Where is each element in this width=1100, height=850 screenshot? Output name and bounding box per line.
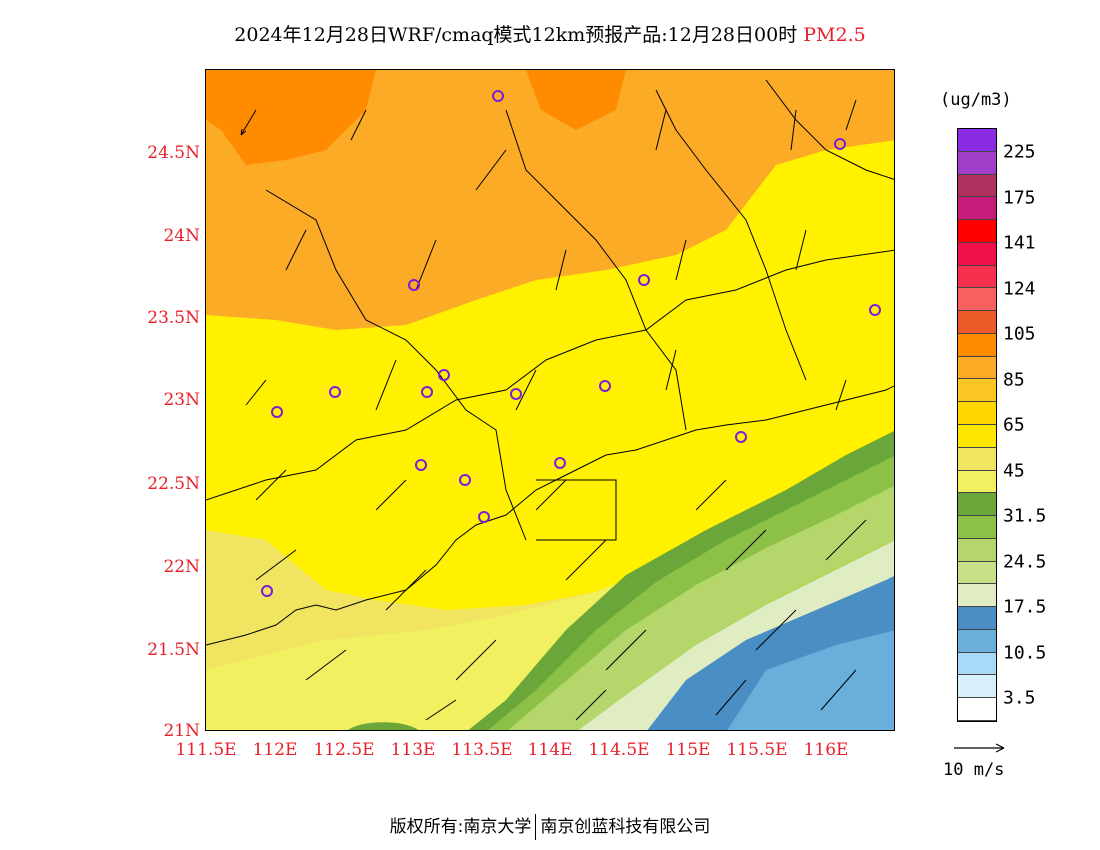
- band-dark-orange-2: [526, 70, 626, 130]
- legend-swatch: [958, 629, 996, 653]
- boundary-1: [206, 249, 894, 501]
- band-blue-light: [727, 630, 894, 730]
- boundary-3: [505, 109, 687, 431]
- legend-swatch: [958, 493, 996, 517]
- legend-label: 24.5: [1003, 551, 1047, 573]
- boundary-5: [765, 79, 894, 180]
- legend-swatch: [958, 265, 996, 289]
- title-main: 2024年12月28日WRF/cmaq模式12km预报产品:12月28日00时: [234, 24, 798, 46]
- legend-swatch: [958, 561, 996, 585]
- legend-swatch: [958, 652, 996, 676]
- lon-tick-114: 114E: [527, 740, 573, 760]
- legend-swatch: [958, 379, 996, 403]
- map-field: [206, 70, 894, 730]
- legend-label: 31.5: [1003, 505, 1047, 527]
- pm25-map: [205, 69, 895, 731]
- legend-swatch: [958, 288, 996, 312]
- legend-swatch: [958, 516, 996, 539]
- legend-unit: (ug/m3): [940, 90, 1012, 110]
- lat-tick-23: 23N: [163, 390, 200, 410]
- wind-scale-arrow: [954, 743, 1005, 753]
- boundary-4: [655, 89, 807, 381]
- legend-swatch: [958, 538, 996, 562]
- legend-label: 225: [1003, 141, 1036, 163]
- legend-swatch: [958, 470, 996, 494]
- green-blob: [348, 722, 419, 730]
- legend-swatch: [958, 311, 996, 334]
- legend-swatch: [958, 151, 996, 175]
- boundary-2: [265, 189, 527, 541]
- credit-line: 版权所有:南京大学 南京创蓝科技有限公司: [0, 812, 1100, 840]
- credit-left: 版权所有:南京大学: [389, 817, 532, 837]
- lat-tick-23-5: 23.5N: [147, 308, 200, 328]
- color-legend: [957, 128, 997, 722]
- lon-tick-111-5: 111.5E: [175, 740, 237, 760]
- lat-tick-24-5: 24.5N: [147, 143, 200, 163]
- legend-swatch: [958, 129, 996, 152]
- legend-swatch: [958, 607, 996, 630]
- lon-tick-116: 116E: [803, 740, 849, 760]
- lat-tick-21: 21N: [163, 721, 200, 741]
- lon-tick-114-5: 114.5E: [588, 740, 650, 760]
- legend-swatch: [958, 584, 996, 608]
- title-variable: PM2.5: [803, 24, 866, 46]
- credit-right: 南京创蓝科技有限公司: [540, 817, 711, 837]
- band-orange: [206, 70, 894, 330]
- legend-swatch: [958, 174, 996, 198]
- legend-label: 65: [1003, 414, 1025, 436]
- legend-label: 10.5: [1003, 642, 1047, 664]
- lon-tick-112: 112E: [252, 740, 298, 760]
- legend-swatch: [958, 698, 996, 721]
- legend-label: 17.5: [1003, 596, 1047, 618]
- lon-tick-113: 113E: [390, 740, 436, 760]
- lon-tick-115: 115E: [665, 740, 711, 760]
- legend-swatch: [958, 197, 996, 221]
- legend-swatch: [958, 447, 996, 471]
- legend-swatch: [958, 675, 996, 699]
- lat-tick-24: 24N: [163, 226, 200, 246]
- map-title: 2024年12月28日WRF/cmaq模式12km预报产品:12月28日00时 …: [0, 20, 1100, 47]
- lat-tick-22: 22N: [163, 557, 200, 577]
- legend-label: 124: [1003, 278, 1036, 300]
- legend-swatch: [958, 333, 996, 357]
- coastline: [206, 385, 894, 646]
- legend-label: 3.5: [1003, 687, 1036, 709]
- monitoring-stations: [261, 90, 881, 597]
- legend-label: 45: [1003, 460, 1025, 482]
- legend-swatch: [958, 356, 996, 380]
- legend-swatch: [958, 242, 996, 266]
- legend-swatch: [958, 220, 996, 243]
- band-dark-orange: [206, 70, 376, 165]
- legend-label: 141: [1003, 232, 1036, 254]
- lon-tick-113-5: 113.5E: [451, 740, 513, 760]
- credit-separator: [535, 814, 537, 840]
- lon-tick-112-5: 112.5E: [313, 740, 375, 760]
- legend-label: 175: [1003, 187, 1036, 209]
- hk-box: [536, 479, 617, 541]
- wind-arrows: [240, 99, 867, 721]
- lat-tick-22-5: 22.5N: [147, 474, 200, 494]
- legend-label: 85: [1003, 369, 1025, 391]
- legend-label: 105: [1003, 323, 1036, 345]
- lon-tick-115-5: 115.5E: [726, 740, 788, 760]
- legend-swatch: [958, 425, 996, 448]
- legend-swatch: [958, 402, 996, 425]
- wind-scale-label: 10 m/s: [943, 760, 1005, 780]
- lat-tick-21-5: 21.5N: [147, 640, 200, 660]
